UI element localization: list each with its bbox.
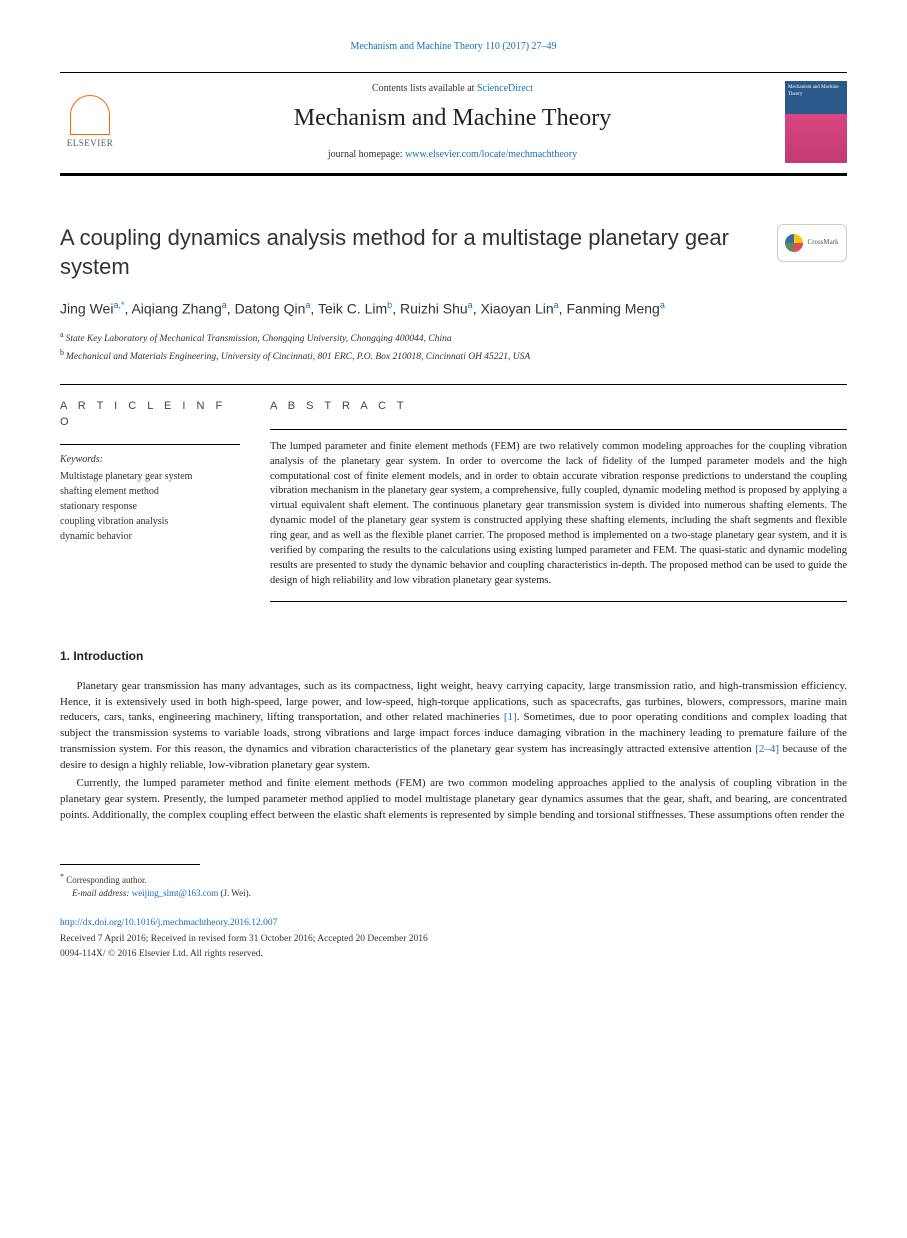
- citation-ref-2-4[interactable]: [2–4]: [755, 743, 779, 755]
- author: Jing Wei: [60, 301, 113, 317]
- info-rule: [60, 444, 240, 445]
- article-info-column: A R T I C L E I N F O Keywords: Multista…: [60, 399, 240, 611]
- journal-name: Mechanism and Machine Theory: [140, 102, 765, 136]
- info-abstract-row: A R T I C L E I N F O Keywords: Multista…: [60, 384, 847, 611]
- elsevier-label: ELSEVIER: [67, 137, 114, 150]
- affil-key: a: [60, 330, 66, 339]
- email-label: E-mail address:: [72, 888, 132, 898]
- author: Aiqiang Zhang: [131, 301, 221, 317]
- author-affil-marker: a: [468, 300, 473, 310]
- email-line: E-mail address: weijing_slmt@163.com (J.…: [72, 887, 847, 900]
- crossmark-label: CrossMark: [807, 238, 838, 248]
- journal-homepage-line: journal homepage: www.elsevier.com/locat…: [140, 148, 765, 162]
- author-affil-marker: a: [222, 300, 227, 310]
- author: Fanming Meng: [566, 301, 659, 317]
- author: Xiaoyan Lin: [480, 301, 553, 317]
- copyright-line: 0094-114X/ © 2016 Elsevier Ltd. All righ…: [60, 948, 847, 961]
- author: Teik C. Lim: [318, 301, 387, 317]
- elsevier-tree-icon: [70, 95, 110, 135]
- doi-link[interactable]: http://dx.doi.org/10.1016/j.mechmachtheo…: [60, 917, 847, 930]
- keyword-item: coupling vibration analysis: [60, 514, 240, 529]
- crossmark-icon: [785, 234, 803, 252]
- email-suffix: (J. Wei).: [218, 888, 251, 898]
- authors-line: Jing Weia,*, Aiqiang Zhanga, Datong Qina…: [60, 299, 847, 319]
- affil-key: b: [60, 348, 66, 357]
- corresponding-author-note: * Corresponding author.: [60, 871, 847, 887]
- section-heading-introduction: 1. Introduction: [60, 648, 847, 665]
- affiliation-line: b Mechanical and Materials Engineering, …: [60, 347, 847, 364]
- homepage-prefix: journal homepage:: [328, 149, 405, 160]
- sciencedirect-link[interactable]: ScienceDirect: [477, 83, 533, 94]
- title-row: A coupling dynamics analysis method for …: [60, 224, 847, 281]
- contents-prefix: Contents lists available at: [372, 83, 477, 94]
- author-affil-marker: a: [660, 300, 665, 310]
- corresponding-email[interactable]: weijing_slmt@163.com: [132, 888, 219, 898]
- journal-header: ELSEVIER Contents lists available at Sci…: [60, 72, 847, 176]
- contents-available-line: Contents lists available at ScienceDirec…: [140, 82, 765, 96]
- author-affil-marker: b: [387, 300, 392, 310]
- keyword-item: shafting element method: [60, 484, 240, 499]
- author-affil-marker: a,*: [113, 300, 124, 310]
- corr-label: Corresponding author.: [64, 875, 147, 885]
- author: Ruizhi Shu: [400, 301, 468, 317]
- abstract-top-rule: [270, 429, 847, 430]
- keyword-item: dynamic behavior: [60, 529, 240, 544]
- intro-paragraph-2: Currently, the lumped parameter method a…: [60, 776, 847, 824]
- abstract-bottom-rule: [270, 601, 847, 602]
- author-affil-marker: a: [554, 300, 559, 310]
- header-center: Contents lists available at ScienceDirec…: [140, 82, 765, 162]
- header-citation: Mechanism and Machine Theory 110 (2017) …: [60, 40, 847, 54]
- intro-paragraph-1: Planetary gear transmission has many adv…: [60, 679, 847, 775]
- author-affil-marker: a: [305, 300, 310, 310]
- received-dates: Received 7 April 2016; Received in revis…: [60, 933, 847, 946]
- affiliations: a State Key Laboratory of Mechanical Tra…: [60, 329, 847, 364]
- abstract-text: The lumped parameter and finite element …: [270, 440, 847, 589]
- citation-ref-1[interactable]: [1]: [504, 711, 517, 723]
- article-info-label: A R T I C L E I N F O: [60, 399, 240, 430]
- keyword-item: Multistage planetary gear system: [60, 469, 240, 484]
- keywords-label: Keywords:: [60, 453, 240, 467]
- abstract-column: A B S T R A C T The lumped parameter and…: [270, 399, 847, 611]
- abstract-label: A B S T R A C T: [270, 399, 847, 414]
- elsevier-logo: ELSEVIER: [60, 87, 120, 157]
- article-title: A coupling dynamics analysis method for …: [60, 224, 757, 281]
- crossmark-badge[interactable]: CrossMark: [777, 224, 847, 262]
- homepage-url[interactable]: www.elsevier.com/locate/mechmachtheory: [405, 149, 577, 160]
- footnote-rule: [60, 864, 200, 865]
- keywords-list: Multistage planetary gear systemshafting…: [60, 469, 240, 544]
- author: Datong Qin: [235, 301, 306, 317]
- affiliation-line: a State Key Laboratory of Mechanical Tra…: [60, 329, 847, 346]
- keyword-item: stationary response: [60, 499, 240, 514]
- journal-cover-thumbnail: Mechanism and Machine Theory: [785, 81, 847, 163]
